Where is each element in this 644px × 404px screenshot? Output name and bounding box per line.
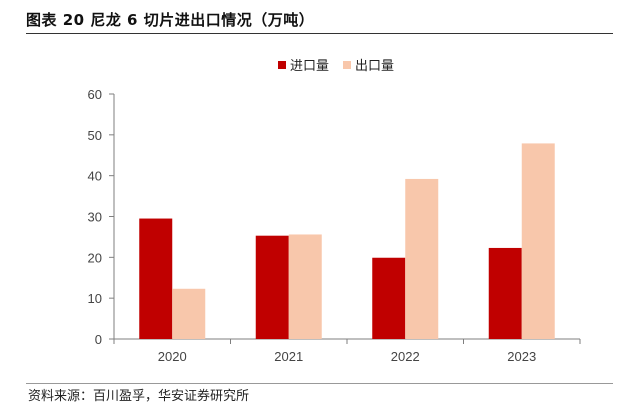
bar-export-2023 (521, 143, 555, 339)
title-divider (26, 33, 613, 34)
legend-item-export: 出口量 (343, 55, 394, 74)
y-tick-label: 30 (88, 210, 102, 225)
y-tick-label: 10 (88, 291, 102, 306)
x-tick-label: 2022 (391, 349, 420, 364)
legend-label-import: 进口量 (290, 59, 330, 74)
x-tick-label: 2020 (158, 349, 187, 364)
source-note: 资料来源：百川盈孚，华安证券研究所 (28, 389, 250, 404)
x-tick-label: 2021 (274, 349, 303, 364)
legend-swatch-export (343, 60, 352, 69)
bar-import-2021 (255, 235, 289, 339)
legend-swatch-import (278, 60, 286, 69)
source-divider (26, 383, 613, 384)
bar-export-2022 (405, 178, 439, 339)
bar-export-2021 (288, 234, 322, 339)
y-tick-label: 50 (88, 128, 102, 143)
bar-import-2020 (139, 218, 173, 339)
bar-import-2022 (372, 257, 406, 339)
legend-item-import: 进口量 (278, 55, 329, 74)
y-tick-label: 40 (88, 169, 102, 184)
x-tick-label: 2023 (507, 349, 536, 364)
y-tick-label: 60 (88, 87, 102, 102)
y-tick-label: 20 (88, 250, 102, 265)
bar-export-2020 (172, 288, 206, 339)
chart-legend: 进口量 出口量 (278, 55, 394, 74)
bar-import-2023 (488, 247, 522, 339)
figure-title: 图表 20 尼龙 6 切片进出口情况（万吨） (26, 11, 315, 29)
y-tick-label: 0 (95, 332, 102, 347)
legend-label-export: 出口量 (355, 59, 395, 74)
